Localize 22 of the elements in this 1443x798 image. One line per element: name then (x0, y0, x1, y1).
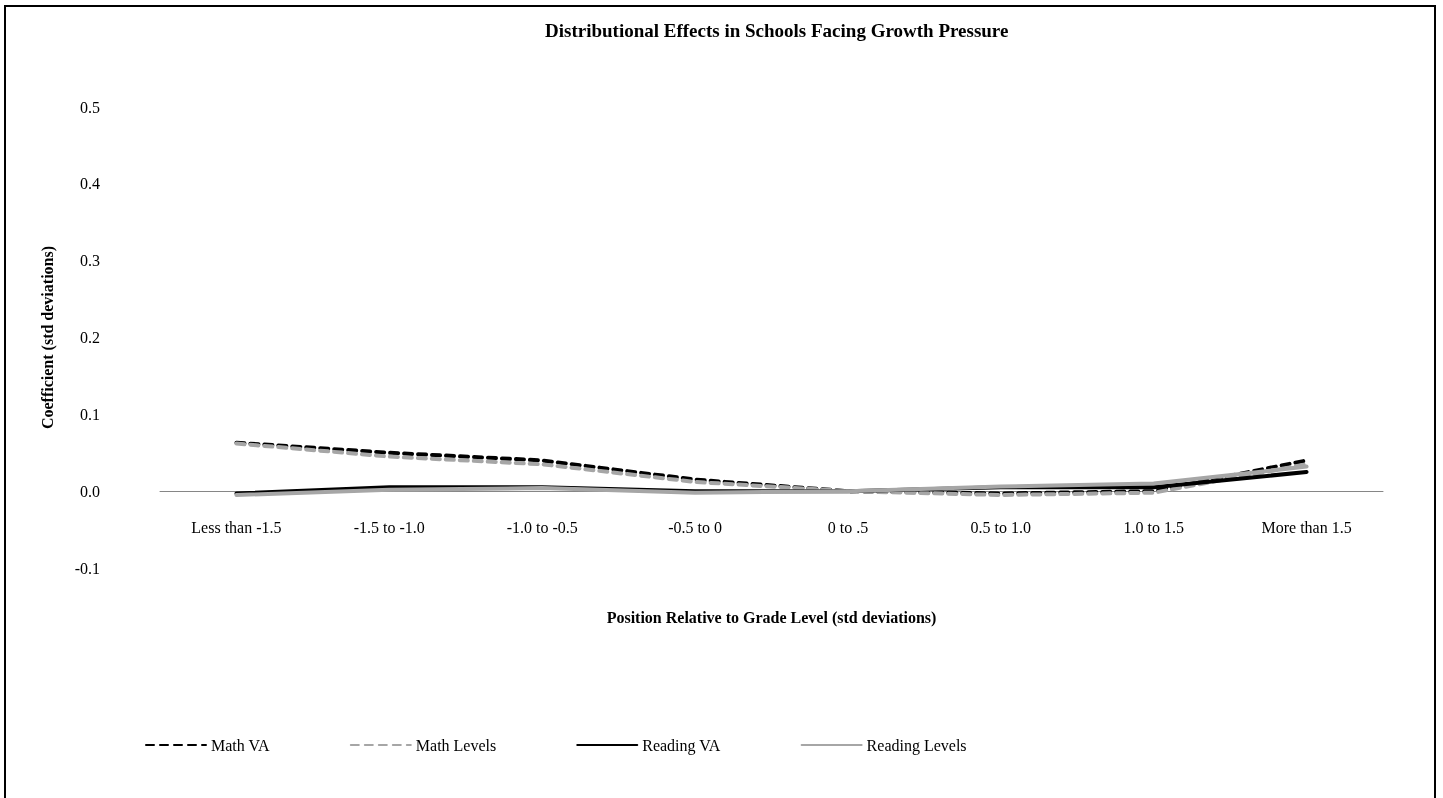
x-tick-label: 0 to .5 (827, 518, 869, 536)
y-tick-label: 0.5 (80, 98, 100, 116)
legend-label: Reading VA (642, 736, 721, 755)
x-tick-label: Less than -1.5 (191, 518, 282, 536)
y-tick-label: -0.1 (74, 559, 100, 577)
y-tick-label: 0.3 (80, 252, 100, 270)
y-tick-label: 0.4 (80, 175, 100, 193)
legend-label: Reading Levels (866, 736, 967, 755)
y-tick-label: 0.1 (80, 405, 100, 423)
x-tick-label: -1.0 to -0.5 (506, 518, 578, 536)
x-tick-label: -0.5 to 0 (668, 518, 722, 536)
y-tick-label: 0.0 (80, 482, 100, 500)
y-tick-label: 0.2 (80, 329, 100, 346)
x-tick-label: 0.5 to 1.0 (970, 518, 1032, 536)
chart-title: Distributional Effects in Schools Facing Growth Pressure (545, 20, 1009, 41)
y-axis-title: Coefficient (std deviations) (38, 245, 57, 430)
x-axis-title: Position Relative to Grade Level (std deviations) (606, 608, 937, 627)
x-tick-label: -1.5 to -1.0 (353, 518, 425, 536)
legend-label: Math VA (211, 736, 270, 754)
legend-label: Math Levels (415, 736, 497, 754)
x-tick-label: More than 1.5 (1261, 518, 1352, 536)
x-tick-label: 1.0 to 1.5 (1123, 518, 1184, 536)
